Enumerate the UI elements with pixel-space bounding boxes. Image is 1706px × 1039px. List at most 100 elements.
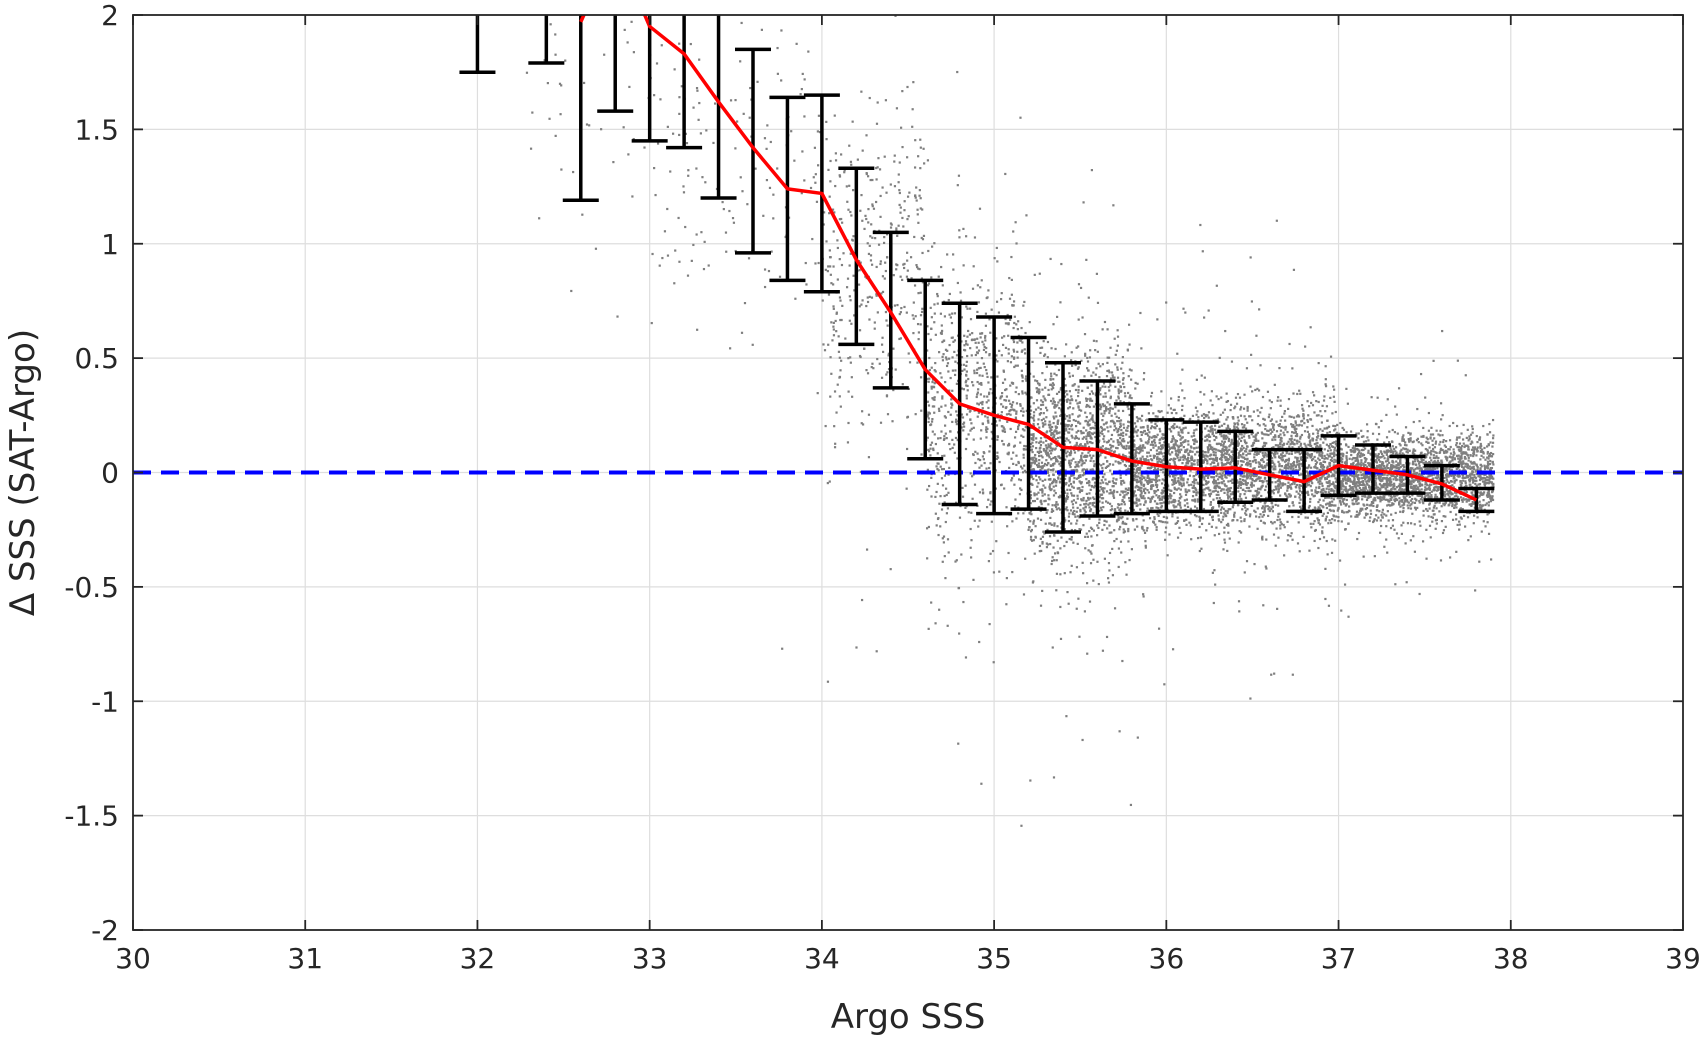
scatter-point — [803, 179, 806, 182]
scatter-point — [1056, 315, 1059, 319]
scatter-point — [1128, 368, 1131, 371]
scatter-point — [1133, 445, 1136, 448]
scatter-point — [1291, 425, 1294, 428]
scatter-point — [1037, 418, 1040, 421]
scatter-point — [1050, 482, 1054, 485]
scatter-point — [971, 381, 974, 384]
scatter-point — [1287, 462, 1290, 465]
scatter-point — [1144, 458, 1147, 461]
scatter-point — [1110, 531, 1113, 534]
scatter-point — [1045, 463, 1049, 467]
scatter-point — [955, 354, 959, 357]
scatter-point — [1093, 431, 1096, 434]
scatter-point — [914, 196, 917, 199]
scatter-point — [1119, 525, 1122, 529]
scatter-point — [1041, 479, 1044, 483]
scatter-point — [1056, 436, 1060, 440]
scatter-point — [1117, 518, 1120, 521]
scatter-point — [1012, 230, 1015, 233]
scatter-point — [1014, 417, 1018, 421]
scatter-point — [724, 231, 728, 234]
scatter-point — [1163, 452, 1166, 455]
scatter-point — [1007, 348, 1010, 351]
scatter-point — [1053, 462, 1056, 465]
scatter-point — [1096, 560, 1099, 563]
scatter-point — [1085, 502, 1088, 505]
scatter-point — [1209, 489, 1212, 492]
scatter-point — [725, 250, 728, 253]
scatter-point — [800, 87, 803, 91]
scatter-point — [1279, 521, 1282, 524]
scatter-point — [1072, 407, 1075, 410]
scatter-point — [1054, 457, 1058, 461]
scatter-point — [1203, 498, 1206, 502]
scatter-point — [909, 256, 913, 259]
scatter-point — [1239, 516, 1242, 519]
scatter-point — [1216, 490, 1220, 493]
scatter-point — [929, 306, 932, 309]
scatter-point — [927, 332, 930, 336]
scatter-point — [1221, 482, 1224, 485]
scatter-point — [1081, 462, 1084, 465]
scatter-point — [931, 380, 934, 384]
scatter-point — [867, 413, 871, 416]
scatter-point — [934, 512, 937, 515]
scatter-point — [1028, 511, 1031, 515]
scatter-point — [1112, 481, 1115, 485]
scatter-point — [1013, 321, 1016, 325]
scatter-point — [1149, 480, 1152, 484]
scatter-point — [1093, 463, 1096, 466]
scatter-point — [1272, 452, 1276, 455]
scatter-point — [1213, 485, 1216, 488]
scatter-point — [1096, 524, 1099, 527]
scatter-point — [1151, 478, 1155, 481]
scatter-point — [800, 192, 803, 195]
scatter-point — [850, 322, 853, 325]
scatter-point — [1157, 447, 1160, 450]
scatter-point — [1250, 481, 1253, 484]
scatter-point — [950, 402, 953, 405]
scatter-point — [1162, 486, 1166, 490]
scatter-point — [1109, 406, 1112, 410]
scatter-point — [713, 102, 717, 105]
scatter-point — [1299, 498, 1302, 501]
scatter-point — [965, 394, 968, 397]
scatter-point — [1160, 436, 1163, 439]
scatter-point — [1105, 520, 1108, 523]
scatter-point — [1091, 501, 1095, 505]
scatter-point — [1211, 515, 1214, 518]
scatter-point — [1141, 455, 1144, 458]
scatter-point — [1100, 479, 1103, 482]
scatter-point — [1240, 436, 1244, 439]
scatter-point — [1038, 426, 1041, 429]
scatter-point — [1064, 508, 1067, 511]
scatter-point — [1108, 389, 1111, 392]
scatter-point — [1262, 521, 1265, 524]
scatter-point — [1089, 562, 1093, 565]
scatter-point — [1038, 450, 1042, 453]
scatter-point — [1271, 522, 1274, 525]
scatter-point — [860, 193, 863, 197]
scatter-point — [1229, 493, 1232, 496]
scatter-point — [942, 353, 945, 356]
scatter-point — [1087, 549, 1090, 552]
scatter-point — [987, 289, 990, 292]
scatter-point — [1104, 466, 1107, 469]
scatter-point — [1132, 493, 1135, 496]
scatter-point — [1213, 447, 1216, 451]
scatter-point — [961, 416, 965, 419]
scatter-point — [1083, 503, 1086, 506]
scatter-point — [927, 282, 931, 285]
scatter-point — [1087, 480, 1091, 483]
scatter-point — [1050, 510, 1053, 513]
scatter-point — [859, 261, 862, 264]
scatter-point — [1091, 468, 1094, 471]
scatter-point — [1243, 571, 1246, 574]
scatter-point — [978, 382, 981, 385]
scatter-point — [1025, 471, 1028, 474]
scatter-point — [1072, 541, 1075, 544]
scatter-point — [1325, 405, 1329, 408]
scatter-point — [1055, 374, 1058, 377]
scatter-point — [628, 85, 631, 89]
scatter-point — [840, 263, 844, 267]
